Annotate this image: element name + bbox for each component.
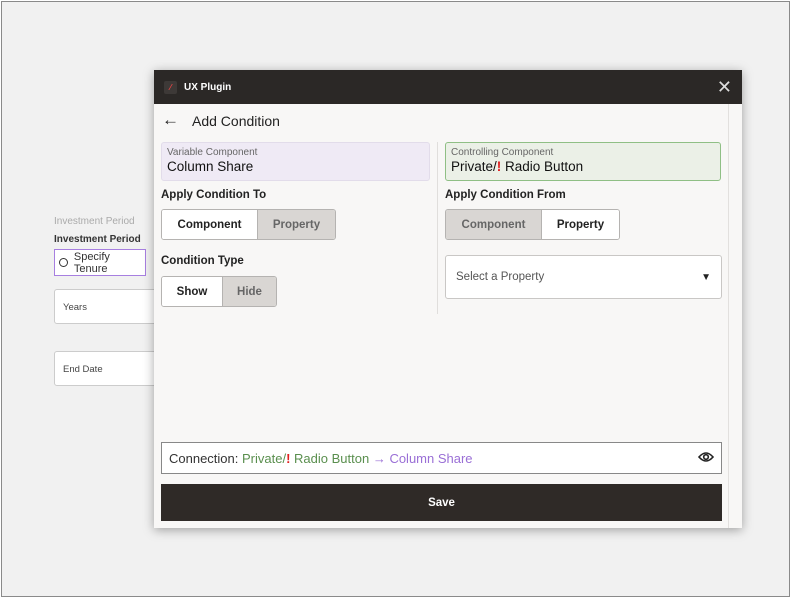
ux-plugin-modal: ⁄ UX Plugin ✕ ← Add Condition Variable C… (154, 70, 742, 528)
apply-condition-from-label: Apply Condition From (445, 189, 566, 201)
variable-component-value: Column Share (167, 159, 254, 174)
modal-header: ⁄ UX Plugin ✕ (154, 70, 742, 104)
connection-label: Connection: (169, 450, 242, 466)
end-date-field[interactable]: End Date (54, 351, 164, 386)
back-arrow-icon[interactable]: ← (162, 110, 179, 129)
scrollbar-track[interactable] (728, 104, 729, 528)
condition-type-label: Condition Type (161, 255, 244, 267)
connection-text: Connection: Private/! Radio Button → Col… (169, 451, 473, 466)
controlling-component-value: Private/! Radio Button (451, 159, 715, 174)
alert-mark-icon: ! (286, 450, 291, 466)
apply-from-property[interactable]: Property (542, 210, 619, 239)
radio-circle-icon (59, 258, 68, 267)
apply-to-component[interactable]: Component (162, 210, 257, 239)
apply-to-property[interactable]: Property (257, 210, 335, 239)
investment-period-label: Investment Period (54, 234, 141, 245)
connection-source-suffix: Radio Button (290, 450, 370, 466)
connection-target: Column Share (389, 450, 473, 466)
apply-from-segmented: Component Property (445, 209, 620, 240)
condition-hide[interactable]: Hide (222, 277, 276, 306)
page-title: Add Condition (192, 113, 280, 129)
plugin-logo-icon: ⁄ (164, 80, 177, 94)
save-button[interactable]: Save (161, 484, 722, 521)
alert-mark-icon: ! (496, 159, 502, 174)
app-title: UX Plugin (184, 81, 232, 93)
apply-from-component[interactable]: Component (446, 210, 542, 239)
specify-tenure-radio[interactable]: Specify Tenure (54, 249, 146, 276)
radio-label: Specify Tenure (73, 250, 110, 275)
column-divider (437, 142, 438, 314)
connection-source: Private/ (242, 450, 287, 466)
property-select-placeholder: Select a Property (456, 271, 545, 283)
value-suffix: Radio Button (501, 159, 584, 174)
apply-to-segmented: Component Property (161, 209, 336, 240)
investment-period-label-faded: Investment Period (54, 216, 135, 227)
property-select[interactable]: Select a Property ▼ (445, 255, 722, 299)
apply-condition-to-label: Apply Condition To (161, 189, 267, 201)
connection-bar: Connection: Private/! Radio Button → Col… (161, 442, 722, 474)
close-icon[interactable]: ✕ (716, 77, 732, 97)
arrow-right-icon: → (369, 450, 390, 466)
value-prefix: Private/ (451, 159, 497, 174)
eye-icon[interactable] (697, 451, 715, 466)
caret-down-icon: ▼ (701, 271, 711, 283)
years-field[interactable]: Years (54, 289, 164, 324)
condition-show[interactable]: Show (162, 277, 222, 306)
controlling-component-box: Controlling Component Private/! Radio Bu… (445, 142, 721, 181)
condition-type-segmented: Show Hide (161, 276, 277, 307)
controlling-component-label: Controlling Component (451, 147, 554, 158)
variable-component-label: Variable Component (167, 147, 258, 158)
variable-component-box: Variable Component Column Share (161, 142, 430, 181)
